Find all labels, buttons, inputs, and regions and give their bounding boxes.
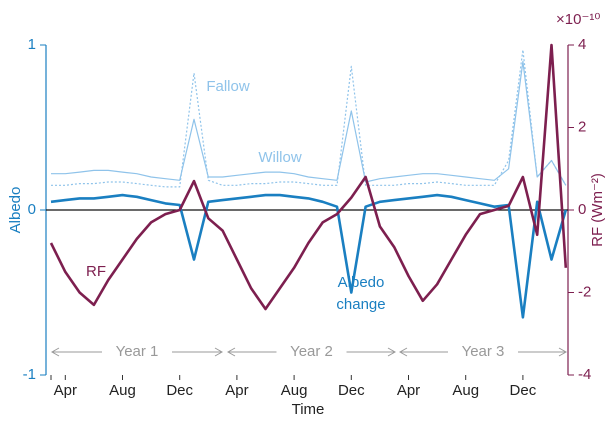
x-tick-label: Dec — [166, 382, 193, 399]
x-tick-label: Apr — [225, 382, 248, 399]
arrow-head — [50, 347, 60, 357]
x-axis-label: Time — [292, 401, 325, 418]
series-label: Willow — [258, 149, 301, 166]
series-label: RF — [86, 263, 106, 280]
x-tick-label: Apr — [397, 382, 420, 399]
series-label: Fallow — [206, 78, 250, 95]
x-tick-label: Aug — [281, 382, 308, 399]
x-tick-label: Aug — [109, 382, 136, 399]
y-tick-label: -1 — [23, 366, 36, 383]
x-tick-label: Dec — [510, 382, 537, 399]
y-tick-label: 0 — [28, 201, 36, 218]
y2-tick-label: -2 — [578, 283, 591, 300]
period-label: Year 3 — [462, 343, 505, 360]
period-label: Year 1 — [116, 343, 159, 360]
y2-tick-label: 0 — [578, 201, 586, 218]
y2-tick-label: -4 — [578, 366, 591, 383]
series-line — [51, 60, 567, 186]
y2-scale: ×10⁻¹⁰ — [556, 11, 600, 28]
arrow-head — [214, 347, 224, 357]
arrow-head — [387, 347, 397, 357]
y-axis-label: Albedo — [7, 187, 24, 234]
y2-tick-label: 4 — [578, 36, 586, 53]
arrow-head — [226, 347, 236, 357]
arrow-head — [558, 347, 568, 357]
x-tick-label: Aug — [452, 382, 479, 399]
x-tick-label: Apr — [54, 382, 77, 399]
series-line — [50, 193, 568, 319]
series-label: Albedo change — [336, 274, 385, 313]
series-line — [51, 49, 567, 188]
series-line — [49, 43, 568, 311]
arrow-head — [398, 347, 408, 357]
period-label: Year 2 — [290, 343, 333, 360]
x-tick-label: Dec — [338, 382, 365, 399]
y-tick-label: 1 — [28, 36, 36, 53]
y2-tick-label: 2 — [578, 118, 586, 135]
y2-axis-label: RF (Wm⁻²) — [589, 173, 606, 247]
